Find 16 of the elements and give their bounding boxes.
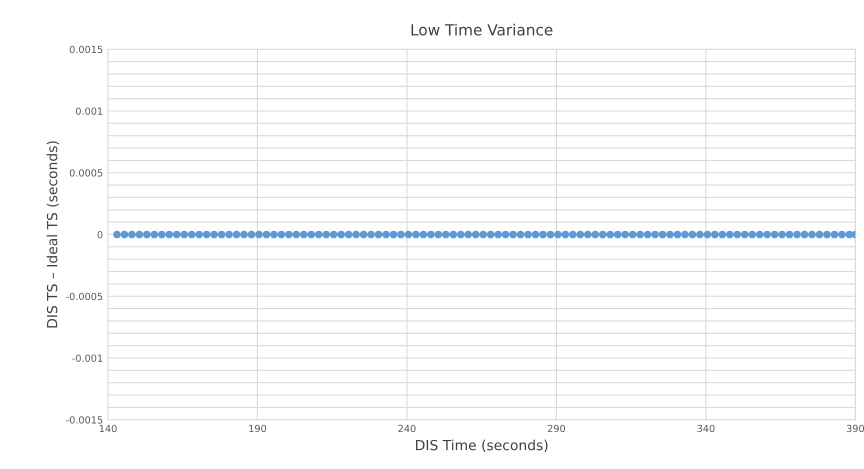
x-tick-label: 190 bbox=[249, 424, 266, 432]
x-tick-label: 240 bbox=[398, 424, 416, 432]
y-tick-label: -0.001 bbox=[72, 354, 102, 362]
y-tick-label: 0.001 bbox=[76, 107, 102, 115]
y-axis-title: DIS TS – Ideal TS (seconds) bbox=[46, 141, 59, 328]
x-tick-label: 390 bbox=[846, 424, 864, 432]
y-tick-label: 0 bbox=[98, 230, 102, 238]
y-tick-label: -0.0015 bbox=[66, 416, 102, 424]
x-axis-title: DIS Time (seconds) bbox=[416, 440, 548, 452]
x-tick-label: 140 bbox=[100, 424, 117, 432]
y-tick-label: -0.0005 bbox=[66, 292, 102, 300]
x-tick-label: 290 bbox=[548, 424, 566, 432]
y-tick-label: 0.0005 bbox=[70, 169, 102, 177]
chart-title: Low Time Variance bbox=[412, 24, 552, 36]
y-tick-label: 0.0015 bbox=[70, 46, 102, 54]
x-tick-label: 340 bbox=[697, 424, 715, 432]
